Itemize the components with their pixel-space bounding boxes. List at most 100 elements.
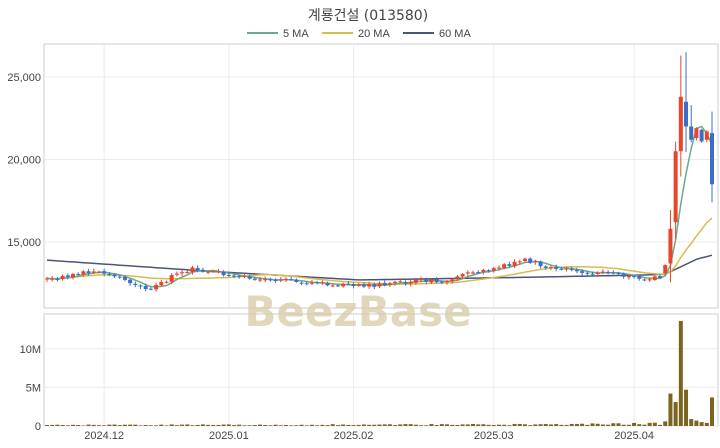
volume-bar [180, 424, 185, 426]
volume-bar [91, 424, 96, 426]
candle-body [325, 282, 330, 286]
volume-bar [481, 424, 486, 426]
volume-bar [65, 425, 70, 426]
candle-body [569, 269, 574, 271]
volume-bar [689, 419, 694, 426]
volume-bar [548, 424, 553, 426]
candle-body [465, 272, 470, 274]
volume-bar [694, 420, 699, 426]
volume-bar [585, 424, 590, 426]
candle-body [221, 271, 226, 276]
candle-body [148, 288, 153, 290]
candle-body [107, 273, 112, 276]
volume-bar [60, 425, 65, 426]
candle-body [330, 285, 335, 287]
candle-body [252, 278, 257, 280]
candle-body [512, 261, 517, 267]
candle-body [174, 273, 179, 275]
volume-bar [159, 424, 164, 426]
volume-bar [512, 423, 517, 426]
volume-bar [258, 424, 263, 426]
candle-body [408, 282, 413, 284]
volume-bar [211, 424, 216, 426]
date-tick-label: 2024.12 [84, 430, 124, 442]
candle-body [211, 271, 216, 273]
volume-bar [273, 424, 278, 426]
candle-body [684, 101, 689, 127]
volume-bar [538, 424, 543, 426]
volume-bar [616, 423, 621, 426]
candle-body [289, 279, 294, 281]
candle-body [159, 282, 164, 286]
volume-bar [138, 425, 143, 426]
candle-body [247, 276, 252, 279]
candle-body [283, 278, 288, 280]
candle-body [642, 279, 647, 281]
volume-bar [232, 425, 237, 426]
candle-body [154, 284, 159, 290]
candle-body [491, 268, 496, 271]
volume-bar [148, 425, 153, 426]
candle-body [507, 264, 512, 266]
volume-bar [496, 424, 501, 426]
volume-bar [45, 425, 49, 426]
volume-bars [45, 320, 714, 426]
volume-tick-label: 10M [20, 344, 41, 356]
candle-body [335, 285, 340, 287]
volume-tick-label: 5M [26, 382, 41, 394]
volume-bar [704, 422, 709, 426]
date-tick-label: 2025.03 [474, 430, 514, 442]
volume-bar [424, 425, 429, 426]
candle-body [278, 279, 283, 281]
ma60-line [46, 254, 713, 281]
candle-body [689, 126, 694, 140]
volume-bar [637, 424, 642, 426]
candle-body [538, 261, 543, 267]
volume-bar [517, 423, 522, 426]
candle-body [699, 129, 704, 142]
candle-body [258, 279, 263, 281]
candle-body [548, 266, 553, 268]
candle-body [673, 151, 678, 223]
candle-body [117, 276, 122, 278]
volume-bar [304, 425, 309, 426]
candle-body [450, 279, 455, 282]
volume-bar [710, 397, 714, 426]
volume-bar [252, 425, 257, 426]
volume-bar [154, 425, 159, 426]
candle-body [91, 271, 96, 273]
candle-body [190, 267, 195, 273]
volume-bar [476, 424, 481, 426]
volume-bar [76, 425, 81, 426]
candle-body [195, 268, 200, 271]
candle-body [398, 281, 403, 283]
candle-body [663, 265, 668, 274]
candle-body [200, 269, 205, 272]
chart-legend: 5 MA 20 MA 60 MA [247, 28, 471, 40]
price-tick-label: 15,000 [7, 237, 41, 249]
candle-body [60, 275, 65, 280]
candle-body [543, 266, 548, 268]
candle-body [533, 261, 538, 263]
volume-bar [263, 425, 268, 426]
candle-body [621, 273, 626, 277]
volume-bar [330, 424, 335, 426]
volume-bar [86, 424, 91, 426]
candle-body [320, 282, 325, 284]
volume-bar [289, 425, 294, 426]
volume-bar [554, 424, 559, 426]
candle-body [403, 281, 408, 284]
candle-body [304, 283, 309, 285]
candle-body [704, 131, 709, 140]
candle-body [242, 276, 247, 278]
volume-bar [569, 423, 574, 426]
candle-body [294, 279, 299, 282]
volume-tick-label: 0 [35, 421, 41, 433]
volume-bar [356, 424, 361, 426]
volume-bar [668, 393, 673, 426]
volume-bar [647, 422, 652, 426]
volume-bar [335, 425, 340, 426]
volume-bar [600, 424, 605, 426]
candle-body [377, 283, 382, 287]
volume-bar [309, 424, 314, 426]
